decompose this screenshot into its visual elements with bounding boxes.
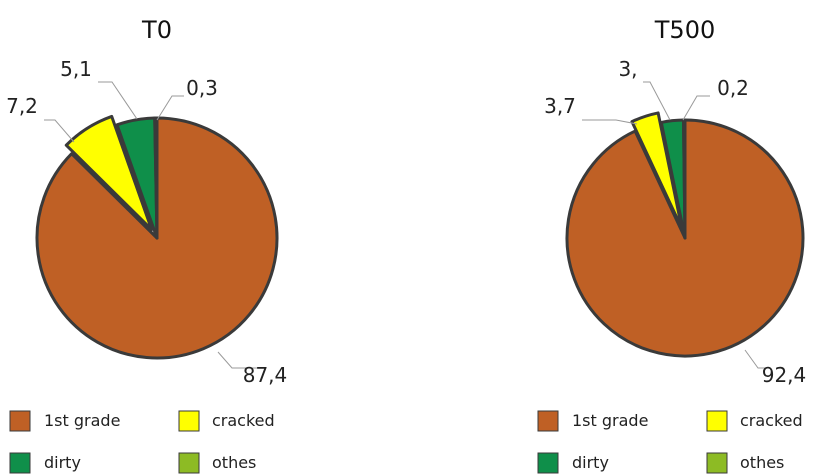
data-label-cracked: 7,2 — [6, 94, 38, 118]
leader-line-dirty — [643, 81, 671, 121]
legend-label-dirty: dirty — [572, 453, 609, 472]
data-label-othes: 0,2 — [717, 76, 749, 100]
slice-othes — [682, 118, 687, 240]
legend-swatch-1st-grade — [9, 410, 31, 432]
data-labels: 92,4 3,7 3, 0,2 — [544, 57, 806, 387]
data-label-1st-grade: 92,4 — [762, 363, 807, 387]
data-label-1st-grade: 87,4 — [243, 363, 288, 387]
legend-label-1st-grade: 1st grade — [44, 411, 120, 430]
data-label-cracked: 3,7 — [544, 94, 576, 118]
leader-line-dirty — [98, 81, 138, 120]
legend-swatch-dirty — [9, 452, 31, 474]
leader-line-1st-grade — [217, 351, 262, 369]
data-label-dirty: 5,1 — [60, 57, 92, 81]
data-labels: 87,4 7,2 5,1 0,3 — [6, 57, 287, 387]
legend-label-othes: othes — [212, 453, 256, 472]
legend-swatch-cracked — [178, 410, 200, 432]
legend-label-1st-grade: 1st grade — [572, 411, 648, 430]
chart-title: T500 — [654, 16, 715, 44]
pie-slices — [35, 114, 279, 360]
slice-cracked — [630, 111, 684, 231]
slice-cracked — [64, 114, 154, 232]
legend-label-cracked: cracked — [740, 411, 803, 430]
legend-swatch-othes — [706, 452, 728, 474]
legend-swatch-othes — [178, 452, 200, 474]
leader-line-1st-grade — [744, 349, 766, 369]
slice-othes — [153, 116, 159, 240]
pie-chart-t0: T0 87,4 7,2 5,1 0,3 1st grade cracked dirty oth… — [6, 16, 287, 474]
legend: 1st grade cracked dirty othes — [9, 410, 275, 474]
data-label-dirty: 3, — [618, 57, 637, 81]
pie-chart-t500: T500 92,4 3,7 3, 0,2 1st grade cracked dirty ot… — [537, 16, 806, 474]
data-label-othes: 0,3 — [186, 76, 218, 100]
legend-swatch-1st-grade — [537, 410, 559, 432]
leader-line-cracked — [44, 119, 75, 143]
legend-label-cracked: cracked — [212, 411, 275, 430]
chart-title: T0 — [141, 16, 172, 44]
leader-line-cracked — [582, 119, 638, 125]
leader-line-othes — [682, 95, 710, 121]
legend-label-othes: othes — [740, 453, 784, 472]
pie-slices — [565, 111, 805, 358]
legend: 1st grade cracked dirty othes — [537, 410, 803, 474]
legend-label-dirty: dirty — [44, 453, 81, 472]
legend-swatch-dirty — [537, 452, 559, 474]
legend-swatch-cracked — [706, 410, 728, 432]
leader-line-othes — [156, 95, 184, 121]
